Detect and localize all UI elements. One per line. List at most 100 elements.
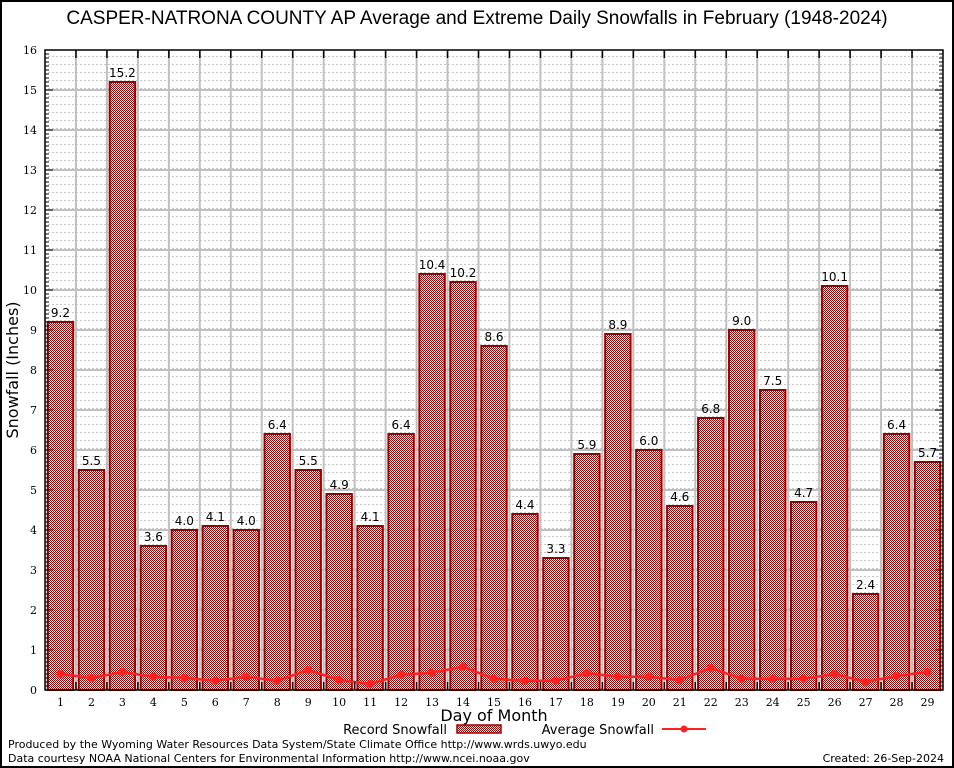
bar-record-day-10 bbox=[325, 493, 353, 691]
y-tick-label-1: 1 bbox=[30, 644, 37, 657]
bar-label-day-17: 3.3 bbox=[546, 542, 565, 556]
bar-label-day-7: 4.0 bbox=[237, 514, 256, 528]
x-tick-label-8: 8 bbox=[274, 696, 281, 709]
bar-record-day-6 bbox=[201, 525, 230, 691]
x-tick-label-7: 7 bbox=[243, 696, 250, 709]
bar-record-day-13 bbox=[418, 273, 446, 691]
x-tick-label-1: 1 bbox=[57, 696, 64, 709]
y-tick-label-15: 15 bbox=[23, 84, 37, 97]
y-tick-label-4: 4 bbox=[30, 524, 37, 537]
created-date: Created: 26-Sep-2024 bbox=[822, 752, 944, 765]
y-tick-label-10: 10 bbox=[23, 284, 37, 297]
bar-label-day-27: 2.4 bbox=[856, 578, 875, 592]
x-tick-label-24: 24 bbox=[766, 696, 780, 709]
x-tick-label-9: 9 bbox=[305, 696, 312, 709]
average-point-day-21 bbox=[675, 676, 684, 684]
bar-label-day-4: 3.6 bbox=[144, 530, 163, 544]
x-tick-label-3: 3 bbox=[119, 696, 126, 709]
x-tick-label-20: 20 bbox=[642, 696, 656, 709]
bar-label-day-20: 6.0 bbox=[639, 434, 658, 448]
y-tick-label-7: 7 bbox=[30, 404, 37, 417]
bar-record-day-27 bbox=[851, 593, 880, 691]
average-point-day-12 bbox=[397, 670, 406, 679]
bar-record-day-1 bbox=[46, 321, 75, 691]
average-point-day-27 bbox=[861, 678, 870, 686]
y-tick-label-13: 13 bbox=[23, 164, 37, 177]
bar-labels: 9.2 5.5 15.2 3.6 4.0 4.1 4.0 6.4 5.5 4.9 4.1 6.4 10.… bbox=[51, 66, 937, 592]
x-tick-label-25: 25 bbox=[797, 696, 811, 709]
bar-label-day-5: 4.0 bbox=[175, 514, 194, 528]
x-tick-label-27: 27 bbox=[859, 696, 873, 709]
bar-label-day-26: 10.1 bbox=[821, 270, 848, 284]
bar-record-day-4 bbox=[139, 545, 168, 691]
bar-record-day-2 bbox=[77, 469, 106, 691]
average-point-day-15 bbox=[490, 674, 498, 683]
average-line bbox=[56, 662, 932, 688]
y-tick-label-9: 9 bbox=[30, 324, 37, 337]
average-point-day-10 bbox=[335, 676, 344, 684]
bar-record-day-18 bbox=[573, 453, 601, 691]
average-point-day-5 bbox=[180, 674, 189, 682]
bar-label-day-3: 15.2 bbox=[109, 66, 136, 80]
x-tick-label-22: 22 bbox=[704, 696, 718, 709]
axes bbox=[44, 49, 944, 691]
bar-label-day-28: 6.4 bbox=[887, 418, 906, 432]
bar-record-day-28 bbox=[882, 433, 911, 691]
bar-record-day-8 bbox=[263, 433, 291, 691]
bar-label-day-21: 4.6 bbox=[670, 490, 689, 504]
bar-label-day-18: 5.9 bbox=[577, 438, 596, 452]
y-tick-label-11: 11 bbox=[23, 244, 37, 257]
y-tick-label-0: 0 bbox=[30, 684, 37, 697]
bar-record-day-22 bbox=[697, 417, 725, 691]
y-tick-label-14: 14 bbox=[23, 124, 37, 137]
bar-label-day-2: 5.5 bbox=[82, 454, 101, 468]
x-tick-label-12: 12 bbox=[394, 696, 408, 709]
x-tick-label-26: 26 bbox=[828, 696, 842, 709]
y-tick-label-16: 16 bbox=[23, 44, 37, 57]
bar-record-day-29 bbox=[913, 461, 942, 691]
x-tick-label-11: 11 bbox=[363, 696, 377, 709]
average-point-day-3 bbox=[118, 668, 127, 676]
x-tick-label-19: 19 bbox=[611, 696, 625, 709]
bar-label-day-8: 6.4 bbox=[268, 418, 287, 432]
x-tick-label-2: 2 bbox=[88, 696, 95, 709]
bar-label-day-23: 9.0 bbox=[732, 314, 751, 328]
x-tick-label-23: 23 bbox=[735, 696, 749, 709]
bar-record-day-3 bbox=[108, 81, 137, 691]
chart-title: CASPER-NATRONA COUNTY AP Average and Ext… bbox=[66, 8, 888, 29]
y-axis-title: Snowfall (Inches) bbox=[3, 301, 22, 438]
y-tick-label-8: 8 bbox=[30, 364, 37, 377]
average-point-day-20 bbox=[644, 672, 653, 681]
bar-record-day-19 bbox=[604, 333, 632, 691]
average-point-day-26 bbox=[830, 670, 839, 678]
footer-data-courtesy: Data courtesy NOAA National Centers for … bbox=[8, 752, 530, 765]
average-point-day-6 bbox=[211, 676, 220, 685]
bar-record-day-17 bbox=[542, 557, 570, 691]
average-point-day-9 bbox=[304, 666, 313, 674]
legend-record-label: Record Snowfall bbox=[343, 723, 447, 738]
average-point-day-18 bbox=[582, 669, 591, 678]
legend-record-swatch bbox=[456, 724, 502, 734]
y-tick-label-3: 3 bbox=[30, 564, 37, 577]
bar-record-day-15 bbox=[480, 345, 508, 691]
bar-record-day-26 bbox=[820, 285, 849, 691]
average-point-day-29 bbox=[923, 668, 932, 676]
bar-label-day-13: 10.4 bbox=[419, 258, 446, 272]
average-point-day-16 bbox=[520, 676, 529, 685]
bar-record-day-20 bbox=[635, 449, 663, 691]
average-point-day-13 bbox=[428, 668, 437, 677]
legend-average-label: Average Snowfall bbox=[542, 723, 654, 738]
average-point-day-4 bbox=[149, 672, 158, 681]
y-tick-label-2: 2 bbox=[30, 604, 37, 617]
average-point-day-11 bbox=[366, 680, 375, 688]
x-tick-label-15: 15 bbox=[487, 696, 501, 709]
bar-label-day-6: 4.1 bbox=[206, 510, 225, 524]
bar-label-day-9: 5.5 bbox=[299, 454, 318, 468]
average-point-day-19 bbox=[613, 672, 622, 681]
average-point-day-1 bbox=[56, 670, 65, 678]
bar-label-day-10: 4.9 bbox=[330, 478, 349, 492]
x-tick-label-13: 13 bbox=[425, 696, 439, 709]
bar-label-day-11: 4.1 bbox=[361, 510, 380, 524]
